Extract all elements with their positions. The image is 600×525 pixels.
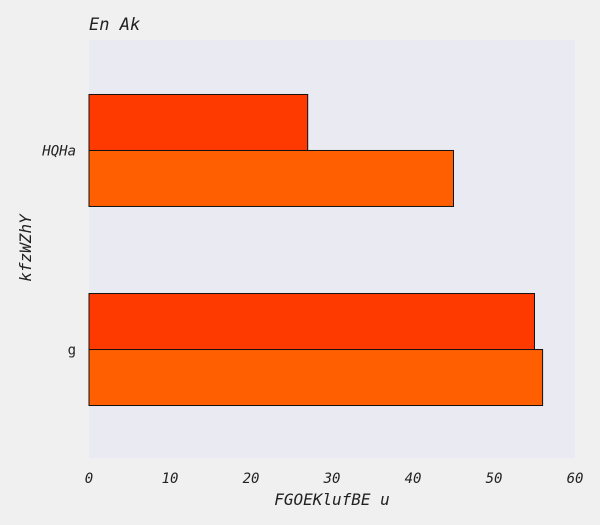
- bar-g-series-2: [88, 293, 535, 351]
- bar-hqha-series-1: [88, 149, 454, 207]
- x-tick-label: 40: [405, 471, 422, 487]
- y-tick-label: g: [68, 343, 76, 359]
- x-tick-label: 20: [243, 471, 260, 487]
- bar-g-series-1: [88, 349, 544, 407]
- x-tick-label: 50: [486, 471, 503, 487]
- y-tick-labels: g HQHa: [41, 143, 76, 358]
- x-tick-label: 10: [162, 471, 179, 487]
- y-axis-label: kfzWZhY: [16, 213, 35, 282]
- x-axis-label: FGOEKlufBE u: [274, 490, 390, 509]
- y-tick-label: HQHa: [41, 143, 76, 159]
- x-tick-label: 30: [323, 471, 341, 487]
- bar-hqha-series-2: [88, 93, 309, 151]
- bars-group: [88, 93, 544, 407]
- x-tick-labels: 0 10 20 30 40 50 60: [85, 471, 584, 487]
- x-tick-label: 60: [567, 471, 584, 487]
- x-tick-label: 0: [85, 471, 93, 487]
- chart-title: En Ak: [89, 15, 140, 35]
